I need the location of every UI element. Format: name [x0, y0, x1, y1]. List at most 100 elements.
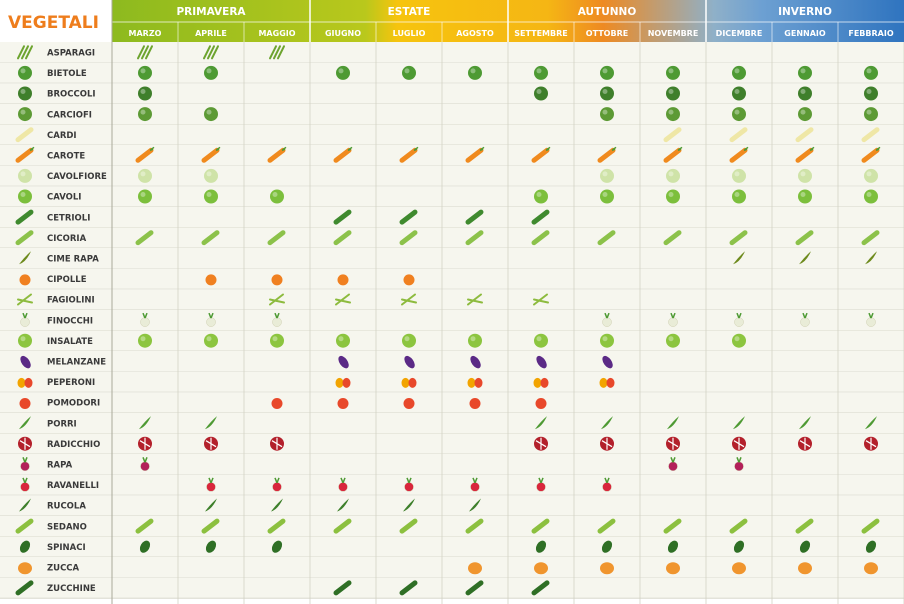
- availability-mark: [534, 189, 548, 204]
- availability-mark: [600, 562, 614, 575]
- row-background: [0, 62, 904, 84]
- availability-mark: [732, 86, 746, 101]
- carrot-icon: [267, 146, 287, 163]
- turnip-icon: [140, 457, 150, 472]
- lettuce-icon: [732, 333, 746, 348]
- table-row: CAVOLFIORE: [0, 165, 904, 187]
- broccoli-icon: [534, 86, 548, 101]
- chard-icon: [534, 65, 548, 80]
- title-cell: [0, 0, 112, 42]
- availability-mark: [399, 518, 418, 534]
- turnip-greens-icon: [733, 251, 745, 265]
- month-label: APRILE: [195, 29, 227, 38]
- availability-mark: [732, 65, 746, 80]
- availability-mark: [531, 209, 550, 225]
- chard-icon: [666, 65, 680, 80]
- month-label: MAGGIO: [258, 29, 295, 38]
- availability-mark: [732, 107, 746, 122]
- availability-mark: [399, 580, 418, 596]
- artichoke-icon: [666, 107, 680, 122]
- carrot-icon: [333, 146, 353, 163]
- cauliflower-icon: [798, 168, 812, 183]
- row-background: [0, 495, 904, 516]
- carrot-icon: [465, 146, 485, 163]
- pumpkin-icon: [732, 562, 746, 575]
- radicchio-icon: [798, 436, 812, 451]
- table-row: BROCCOLI: [0, 83, 904, 105]
- chard-icon: [138, 65, 152, 80]
- chicory-icon: [333, 230, 352, 246]
- radicchio-icon: [600, 436, 614, 451]
- cabbage-icon: [864, 189, 878, 204]
- table-row: RUCOLA: [0, 495, 904, 517]
- cauliflower-icon: [138, 168, 152, 183]
- availability-mark: [531, 230, 550, 246]
- availability-mark: [600, 107, 614, 122]
- cardoon-icon: [663, 127, 682, 143]
- availability-mark: [333, 146, 353, 163]
- availability-mark: [403, 398, 415, 409]
- availability-mark: [531, 580, 550, 596]
- radicchio-icon: [18, 436, 32, 451]
- artichoke-icon: [600, 107, 614, 122]
- row-background: [0, 412, 904, 434]
- chicory-icon: [465, 230, 484, 246]
- chicory-icon: [663, 230, 682, 246]
- row-background: [0, 474, 904, 496]
- row-background: [0, 103, 904, 125]
- table-row: ASPARAGI: [0, 42, 904, 63]
- availability-mark: [864, 189, 878, 204]
- carrot-icon: [861, 146, 881, 163]
- availability-mark: [536, 355, 547, 369]
- eggplant-icon: [470, 355, 481, 369]
- spinach-icon: [601, 540, 613, 553]
- availability-mark: [465, 518, 484, 534]
- table-row: CARDI: [0, 124, 904, 146]
- radish-icon: [338, 477, 348, 492]
- artichoke-icon: [798, 107, 812, 122]
- fennel-icon: [602, 312, 612, 327]
- fennel-icon: [206, 312, 216, 327]
- zucchini-icon: [399, 580, 418, 596]
- table-row: ZUCCHINE: [0, 577, 904, 599]
- celery-icon: [861, 518, 880, 534]
- lettuce-icon: [204, 333, 218, 348]
- availability-mark: [864, 436, 878, 451]
- availability-mark: [667, 540, 679, 553]
- leek-icon: [139, 416, 151, 430]
- pumpkin-icon: [534, 562, 548, 575]
- vegetable-label: PEPERONI: [47, 378, 95, 388]
- cauliflower-icon: [666, 168, 680, 183]
- availability-mark: [864, 168, 878, 183]
- row-background: [0, 227, 904, 248]
- season-label: AUTUNNO: [578, 6, 637, 18]
- broccoli-icon: [798, 86, 812, 101]
- lettuce-icon: [138, 333, 152, 348]
- tomato-icon: [535, 398, 547, 409]
- pumpkin-icon: [600, 562, 614, 575]
- asparagus-icon: [269, 45, 285, 60]
- availability-mark: [465, 146, 485, 163]
- availability-mark: [861, 518, 880, 534]
- carrot-icon: [135, 146, 155, 163]
- radicchio-icon: [204, 436, 218, 451]
- cucumber-icon: [333, 209, 352, 225]
- availability-mark: [402, 65, 416, 80]
- cauliflower-icon: [204, 168, 218, 183]
- availability-mark: [469, 498, 481, 512]
- carrot-icon: [663, 146, 683, 163]
- onion-icon: [205, 274, 217, 286]
- vegetable-label: CARDI: [47, 131, 77, 141]
- celery-icon: [15, 518, 34, 534]
- radicchio-icon: [270, 436, 284, 451]
- availability-mark: [866, 312, 876, 327]
- turnip-icon: [668, 457, 678, 472]
- availability-mark: [666, 107, 680, 122]
- broccoli-icon: [138, 86, 152, 101]
- month-label: NOVEMBRE: [648, 29, 699, 38]
- vegetable-label: BROCCOLI: [47, 90, 96, 100]
- availability-mark: [599, 377, 615, 388]
- availability-mark: [271, 540, 283, 553]
- lettuce-icon: [18, 333, 32, 348]
